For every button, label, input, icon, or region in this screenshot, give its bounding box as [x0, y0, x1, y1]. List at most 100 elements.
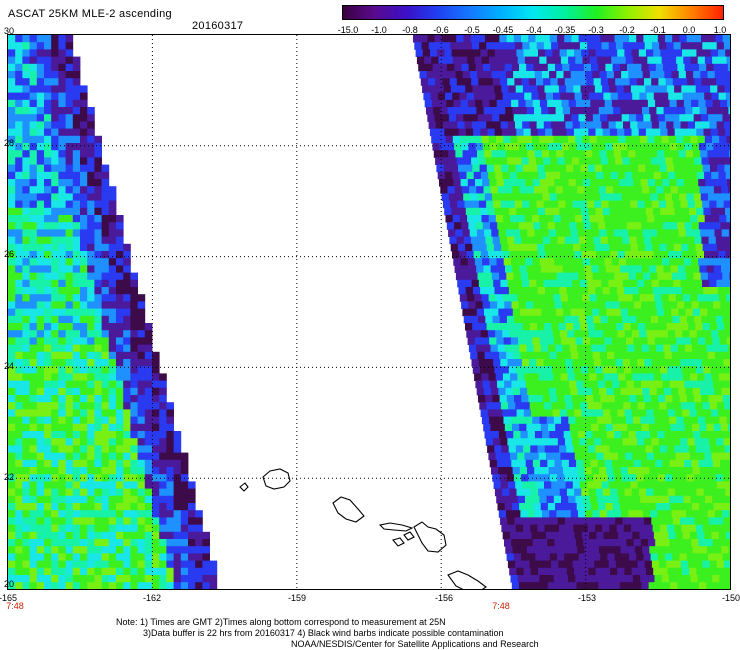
swath-cell [508, 85, 517, 93]
swath-cell [543, 517, 551, 525]
swath-cell [65, 560, 74, 569]
swath-cell [620, 387, 629, 396]
swath-cell [580, 402, 588, 410]
swath-cell [15, 423, 23, 432]
swath-cell [570, 308, 578, 317]
swath-cell [706, 344, 715, 353]
swath-cell [703, 49, 712, 57]
swath-cell [653, 251, 662, 259]
swath-cell [650, 553, 659, 561]
swath-cell [188, 546, 196, 554]
swath-cell [714, 387, 722, 396]
swath-cell [80, 186, 88, 194]
swath-cell [159, 402, 167, 410]
swath-cell [642, 387, 650, 396]
swath-cell [641, 582, 649, 589]
swath-cell [562, 186, 571, 194]
swath-cell [648, 503, 657, 511]
swath-cell [474, 294, 482, 302]
swath-cell [573, 445, 582, 453]
swath-cell [123, 323, 131, 331]
swath-cell [22, 337, 30, 345]
swath-cell [94, 279, 102, 288]
swath-cell [725, 330, 730, 338]
swath-cell [528, 553, 536, 561]
swath-cell [152, 409, 160, 417]
swath-cell [571, 193, 579, 201]
swath-cell [679, 236, 688, 245]
swath-cell [595, 488, 604, 497]
swath-cell [678, 308, 686, 317]
swath-cell [640, 258, 649, 266]
swath-cell [473, 92, 482, 101]
swath-cell [94, 236, 102, 245]
swath-cell [689, 49, 697, 57]
swath-cell [699, 107, 708, 115]
swath-cell [557, 438, 566, 446]
swath-cell [8, 171, 16, 180]
swath-cell [72, 150, 81, 158]
swath-cell [596, 215, 605, 223]
swath-cell [649, 150, 658, 158]
swath-cell [419, 71, 428, 79]
swath-cell [695, 524, 704, 533]
swath-cell [601, 438, 609, 446]
swath-cell [101, 575, 110, 583]
swath-cell [44, 330, 52, 338]
swath-cell [523, 330, 532, 338]
swath-cell [546, 575, 555, 583]
swath-cell [512, 107, 520, 115]
swath-cell [553, 56, 562, 65]
swath-cell [8, 135, 16, 144]
swath-cell [467, 294, 475, 302]
swath-cell [588, 287, 596, 295]
swath-cell [623, 85, 632, 93]
swath-cell [29, 164, 38, 173]
swath-cell [577, 308, 586, 317]
swath-cell [123, 344, 131, 353]
swath-cell [511, 301, 520, 309]
swath-cell [448, 193, 457, 201]
swath-cell [626, 179, 634, 187]
swath-cell [560, 575, 569, 583]
swath-cell [565, 200, 573, 209]
swath-cell [700, 272, 709, 281]
swath-cell [80, 243, 88, 252]
swath-cell [562, 143, 570, 151]
swath-cell [521, 359, 530, 367]
swath-cell [510, 135, 518, 144]
swath-cell [674, 128, 683, 137]
swath-cell [596, 452, 604, 461]
swath-cell [44, 575, 52, 583]
island-outline [392, 537, 405, 547]
swath-cell [108, 495, 117, 504]
swath-cell [657, 553, 666, 561]
swath-cell [58, 128, 66, 137]
swath-cell [695, 243, 704, 252]
swath-cell [58, 539, 66, 547]
swath-cell [704, 452, 712, 461]
swath-cell [539, 294, 547, 302]
swath-cell [546, 495, 555, 504]
swath-cell [513, 474, 522, 482]
swath-cell [537, 85, 545, 93]
swath-cell [603, 409, 611, 417]
swath-cell [672, 315, 681, 324]
swath-cell [550, 157, 558, 165]
swath-cell [551, 121, 559, 129]
swath-cell [726, 56, 730, 65]
swath-cell [22, 279, 30, 288]
swath-cell [58, 193, 66, 201]
swath-cell [603, 294, 612, 302]
swath-cell [576, 143, 585, 151]
swath-cell [721, 467, 729, 475]
swath-cell [195, 539, 203, 547]
swath-cell [666, 481, 674, 489]
swath-cell [94, 258, 102, 266]
swath-cell [486, 42, 494, 50]
swath-cell [722, 351, 730, 360]
swath-cell [80, 380, 88, 389]
swath-cell [51, 251, 59, 259]
swath-cell [572, 517, 580, 525]
swath-cell [597, 258, 605, 266]
